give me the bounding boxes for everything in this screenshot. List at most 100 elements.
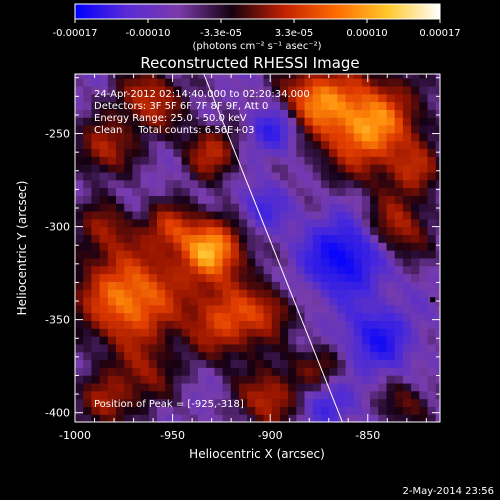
heatmap-cell [156,187,166,196]
heatmap-cell [214,148,224,157]
heatmap-cell [75,234,84,243]
heatmap-cell [304,210,314,220]
heatmap-cell [255,351,265,361]
heatmap-cell [222,382,232,392]
heatmap-cell [411,390,420,400]
heatmap-cell [206,195,215,204]
heatmap-cell [263,164,273,173]
heatmap-cell [165,74,174,79]
heatmap-cell [320,234,330,243]
heatmap-cell [156,218,166,228]
heatmap-cell [173,156,183,165]
heatmap-cell [329,234,338,243]
x-tick-label: -900 [258,429,283,442]
heatmap-cell [214,304,224,314]
heatmap-cell [271,390,281,400]
heatmap-cell [329,382,338,392]
heatmap-cell [419,195,429,204]
heatmap-cell [304,124,314,134]
heatmap-cell [279,124,289,134]
heatmap-cell [222,304,232,314]
heatmap-cell [419,242,429,251]
heatmap-cell [427,304,437,314]
heatmap-cell [189,257,199,267]
heatmap-cell [320,187,330,196]
heatmap-cell [255,179,265,189]
chart-title: Reconstructed RHESSI Image [140,54,359,72]
heatmap-cell [197,210,207,220]
heatmap-cell [140,195,150,204]
heatmap-cell [329,242,338,251]
heatmap-cell [288,85,297,95]
heatmap-cell [361,171,371,181]
heatmap-cell [419,250,429,259]
heatmap-cell [206,359,215,368]
heatmap-cell [124,289,133,298]
heatmap-cell [296,78,306,87]
heatmap-cell [271,140,281,150]
heatmap-cell [238,148,248,157]
heatmap-cell [304,101,314,110]
heatmap-cell [214,398,224,407]
heatmap-cell [83,242,92,251]
heatmap-cell [99,336,109,345]
heatmap-cell [263,336,273,345]
heatmap-cell [378,187,388,196]
heatmap-cell [230,85,240,95]
heatmap-cell [263,375,273,384]
heatmap-cell [181,257,191,267]
heatmap-cell [165,359,174,368]
heatmap-cell [296,296,306,306]
info-annotation: 24-Apr-2012 02:14:40.000 to 02:20:34.000… [94,89,310,136]
heatmap-cell [75,78,84,87]
heatmap-cell [394,367,404,376]
heatmap-cell [435,257,440,267]
heatmap-cell [361,250,371,259]
heatmap-cell [304,343,314,353]
heatmap-cell [197,390,207,400]
heatmap-cell [91,304,101,314]
heatmap-cell [402,179,412,189]
heatmap-cell [230,195,240,204]
heatmap-cell [370,117,379,126]
colorbar-tick-label: -3.3e-05 [200,28,242,39]
heatmap-cell [99,343,109,353]
heatmap-cell [386,343,396,353]
heatmap-cell [247,210,256,220]
heatmap-cell [230,375,240,384]
heatmap-cell [222,328,232,337]
heatmap-cell [197,117,207,126]
heatmap-cell [181,289,191,298]
heatmap-cell [214,257,224,267]
heatmap-cell [140,179,150,189]
heatmap-cell [107,289,117,298]
heatmap-cell [419,359,429,368]
heatmap-cell [255,234,265,243]
heatmap-cell [107,336,117,345]
heatmap-cell [312,156,322,165]
heatmap-cell [370,273,379,282]
heatmap-cell [206,367,215,376]
heatmap-cell [132,367,142,376]
heatmap-cell [329,203,338,212]
heatmap-cell [378,343,388,353]
heatmap-cell [288,343,297,353]
heatmap-cell [83,234,92,243]
heatmap-cell [427,343,437,353]
x-axis-label: Heliocentric X (arcsec) [189,447,325,461]
heatmap-cell [427,375,437,384]
heatmap-cell [206,328,215,337]
heatmap-cell [124,195,133,204]
heatmap-cell [189,203,199,212]
heatmap-cell [263,273,273,282]
heatmap-cell [337,265,347,275]
heatmap-cell [279,85,289,95]
heatmap-cell [296,414,306,422]
heatmap-cell [435,195,440,204]
heatmap-cell [312,164,322,173]
heatmap-cell [337,140,347,150]
heatmap-cell [156,281,166,290]
heatmap-cell [296,328,306,337]
heatmap-cell [238,250,248,259]
heatmap-cell [165,218,174,228]
